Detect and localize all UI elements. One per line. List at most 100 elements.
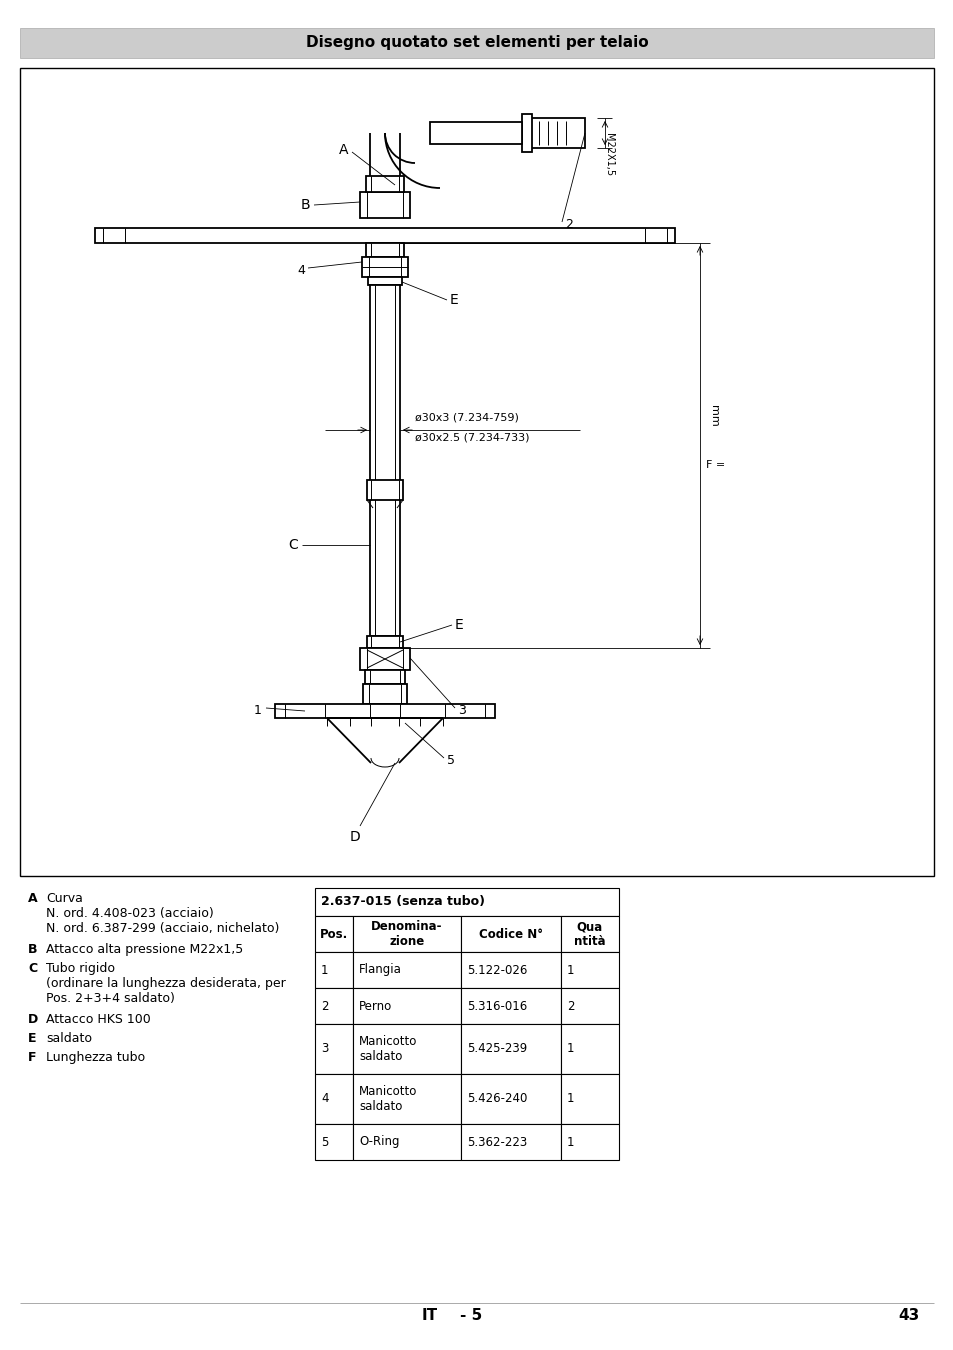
Text: 43: 43 [898,1308,919,1323]
Bar [560,952,618,988]
Text: saldato: saldato [46,1031,91,1045]
Text: 5: 5 [320,1135,328,1149]
Text: F: F [28,1052,36,1064]
Text: M22X1,5: M22X1,5 [603,134,614,176]
Bar [530,117,584,148]
Text: C: C [288,539,297,552]
Bar [365,670,405,684]
Bar [353,988,460,1025]
Text: 1: 1 [253,703,262,717]
Bar [353,1075,460,1125]
Bar [314,1075,353,1125]
Text: mm: mm [708,405,719,427]
Bar [370,285,399,636]
Text: Attacco alta pressione M22x1,5: Attacco alta pressione M22x1,5 [46,944,243,956]
Bar [363,684,407,703]
Text: E: E [455,618,463,632]
Bar [367,636,402,648]
Text: 5.362-223: 5.362-223 [467,1135,527,1149]
Bar [460,952,560,988]
Text: Denomina-
zione: Denomina- zione [371,919,442,948]
Bar [314,917,353,952]
Text: E: E [450,293,458,306]
Text: B: B [300,198,310,212]
Text: 2: 2 [320,999,328,1012]
Text: A: A [28,892,37,904]
Text: Lunghezza tubo: Lunghezza tubo [46,1052,145,1064]
Bar [20,68,933,876]
Text: E: E [28,1031,36,1045]
Text: O-Ring: O-Ring [358,1135,399,1149]
Bar [314,1025,353,1075]
Bar [460,1075,560,1125]
Text: Perno: Perno [358,999,392,1012]
Bar [460,988,560,1025]
Text: 1: 1 [566,1042,574,1056]
Bar [460,917,560,952]
Text: - 5: - 5 [459,1308,482,1323]
Text: 1: 1 [566,1092,574,1106]
Bar [521,113,532,153]
Bar [366,176,403,192]
Text: 2: 2 [564,219,572,231]
Text: Tubo rigido
(ordinare la lunghezza desiderata, per
Pos. 2+3+4 saldato): Tubo rigido (ordinare la lunghezza desid… [46,963,286,1004]
Text: A: A [338,143,348,157]
Bar [353,917,460,952]
Bar [314,988,353,1025]
Bar [361,256,408,277]
Bar [368,277,401,285]
Text: 5.316-016: 5.316-016 [467,999,527,1012]
Text: C: C [28,963,37,975]
Text: ø30x3 (7.234-759): ø30x3 (7.234-759) [415,412,518,423]
Text: F =: F = [705,460,724,471]
Text: 5: 5 [447,753,455,767]
Text: IT: IT [421,1308,437,1323]
Text: 2.637-015 (senza tubo): 2.637-015 (senza tubo) [320,895,484,909]
Text: 5.122-026: 5.122-026 [467,964,527,976]
Bar [430,122,521,144]
Bar [560,1075,618,1125]
Text: ø30x2.5 (7.234-733): ø30x2.5 (7.234-733) [415,432,529,441]
Text: 5.426-240: 5.426-240 [467,1092,527,1106]
Bar [314,952,353,988]
Text: Pos.: Pos. [319,927,348,941]
Text: Qua
ntità: Qua ntità [574,919,605,948]
Text: Manicotto
saldato: Manicotto saldato [358,1085,416,1112]
Text: Codice N°: Codice N° [478,927,542,941]
Text: 1: 1 [566,1135,574,1149]
Bar [460,1025,560,1075]
Bar [353,1125,460,1160]
Bar [560,1125,618,1160]
Bar [95,228,675,243]
Text: 5.425-239: 5.425-239 [467,1042,527,1056]
Text: 1: 1 [320,964,328,976]
Bar [314,888,618,917]
Bar [560,988,618,1025]
Bar [460,1125,560,1160]
Text: 4: 4 [296,263,305,277]
Text: 2: 2 [566,999,574,1012]
Text: Flangia: Flangia [358,964,401,976]
Bar [274,703,495,718]
Text: Curva
N. ord. 4.408-023 (acciaio)
N. ord. 6.387-299 (acciaio, nichelato): Curva N. ord. 4.408-023 (acciaio) N. ord… [46,892,279,936]
Text: 1: 1 [566,964,574,976]
Text: Manicotto
saldato: Manicotto saldato [358,1035,416,1062]
Text: 3: 3 [457,703,465,717]
Text: B: B [28,944,37,956]
Bar [560,917,618,952]
Bar [359,192,410,217]
Text: 4: 4 [320,1092,328,1106]
Bar [20,28,933,58]
Bar [353,952,460,988]
Text: Disegno quotato set elementi per telaio: Disegno quotato set elementi per telaio [305,35,648,50]
Bar [366,243,403,256]
Text: D: D [28,1012,38,1026]
Text: 3: 3 [320,1042,328,1056]
Bar [367,481,402,500]
Bar [560,1025,618,1075]
Text: Attacco HKS 100: Attacco HKS 100 [46,1012,151,1026]
Bar [314,1125,353,1160]
Text: D: D [349,830,360,844]
Bar [359,648,410,670]
Bar [353,1025,460,1075]
